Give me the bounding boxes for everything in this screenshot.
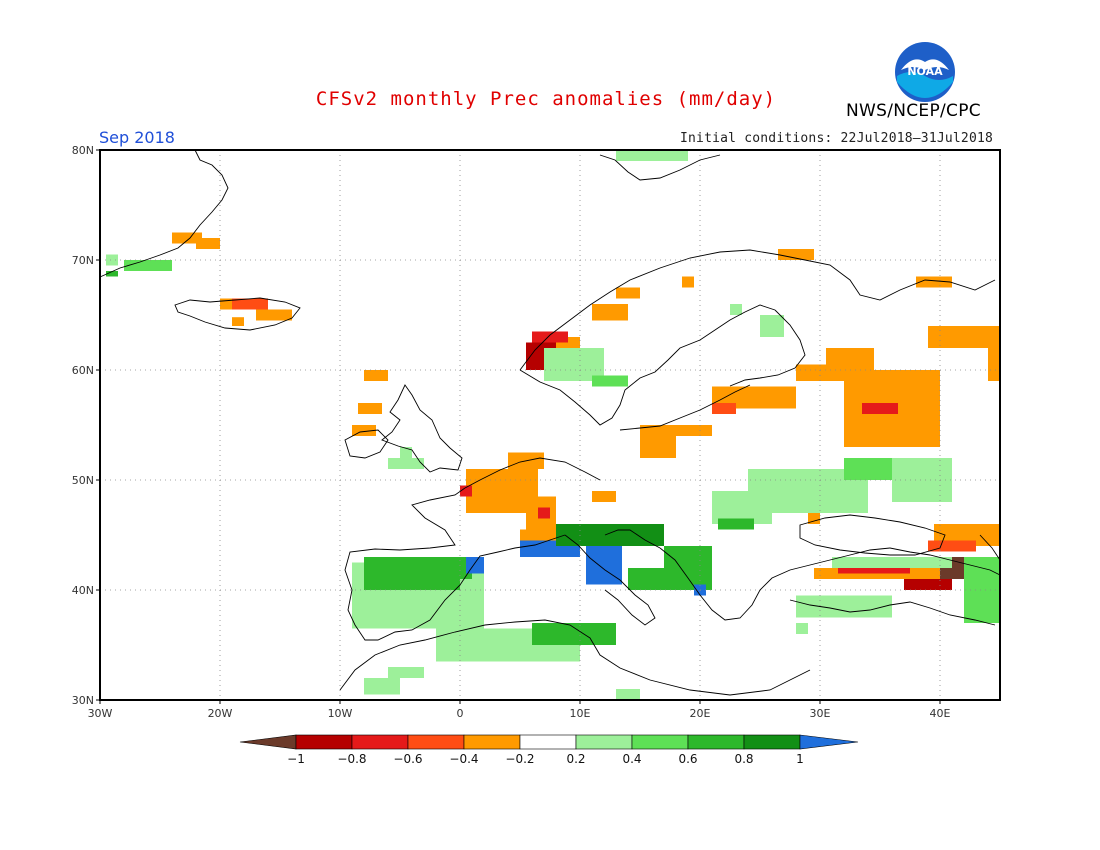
anomaly-cell [364, 370, 388, 381]
anomaly-cell [796, 595, 892, 618]
anomaly-cell [682, 276, 694, 288]
anomaly-cell [616, 150, 688, 161]
anomaly-cell [760, 315, 784, 337]
lat-tick-label: 80N [72, 144, 94, 157]
lon-tick-label: 10W [328, 707, 353, 720]
lon-tick-label: 40E [930, 707, 951, 720]
lat-tick-label: 50N [72, 474, 94, 487]
anomaly-cell [832, 557, 952, 568]
anomaly-cell [718, 518, 754, 530]
map-frame [99, 149, 1001, 701]
anomaly-cell [532, 623, 616, 645]
anomaly-cell [556, 524, 664, 546]
lon-tick-label: 30E [810, 707, 831, 720]
map-grid [100, 150, 1000, 700]
anomaly-cell [640, 436, 676, 458]
lat-tick-label: 30N [72, 694, 94, 707]
anomaly-cell [172, 232, 202, 244]
anomaly-cell [916, 276, 952, 288]
anomaly-cell [106, 254, 118, 266]
anomaly-cell [664, 546, 712, 590]
anomaly-cell [616, 287, 640, 299]
anomaly-cell [106, 271, 118, 277]
anomaly-cell [388, 458, 424, 469]
anomaly-cell [424, 557, 472, 579]
anomaly-cell [904, 579, 952, 590]
anomaly-cell [826, 348, 874, 381]
anomaly-cell [358, 403, 382, 414]
lon-tick-label: 20W [208, 707, 233, 720]
anomaly-cell [778, 249, 814, 260]
anomaly-cell [928, 540, 976, 552]
anomaly-cell [520, 529, 556, 541]
anomaly-cell [364, 678, 400, 695]
lat-tick-label: 60N [72, 364, 94, 377]
anomaly-cell [628, 568, 664, 590]
coastlines [99, 149, 1001, 696]
anomaly-cell [466, 557, 484, 574]
anomaly-cell [460, 485, 472, 497]
anomaly-cell [592, 375, 628, 387]
anomaly-cell [964, 557, 1000, 623]
anomaly-cell [730, 304, 742, 315]
anomaly-cell [640, 425, 712, 436]
anomaly-cell [532, 331, 568, 343]
lat-tick-label: 70N [72, 254, 94, 267]
agency-label: NWS/NCEP/CPC [846, 101, 981, 121]
anomaly-cells [106, 150, 1000, 700]
anomaly-cell [592, 304, 628, 321]
anomaly-cell [796, 623, 808, 634]
lon-tick-label: 30W [88, 707, 113, 720]
anomaly-cell [256, 309, 292, 321]
lon-tick-label: 0 [457, 707, 464, 720]
anomaly-cell [352, 425, 376, 436]
anomaly-cell [124, 260, 172, 271]
anomaly-cell [862, 403, 898, 414]
anomaly-cell [400, 447, 412, 458]
anomaly-cell [928, 326, 1000, 348]
lon-tick-label: 10E [570, 707, 591, 720]
anomaly-cell [616, 689, 640, 700]
anomaly-cell [232, 317, 244, 326]
anomaly-cell [844, 458, 904, 480]
logo-text: NOAA [907, 65, 943, 78]
anomaly-cell [988, 348, 1000, 381]
chart-title: CFSv2 monthly Prec anomalies (mm/day) [315, 88, 777, 110]
noaa-logo-icon: NOAA [893, 40, 957, 104]
lat-tick-label: 40N [72, 584, 94, 597]
anomaly-cell [232, 298, 268, 310]
lon-tick-label: 20E [690, 707, 711, 720]
anomaly-cell [538, 507, 550, 519]
initial-conditions: Initial conditions: 22Jul2018–31Jul2018 [680, 131, 994, 146]
anomaly-cell [196, 238, 220, 249]
anomaly-cell [388, 667, 424, 678]
forecast-period: Sep 2018 [99, 128, 175, 147]
anomaly-cell [712, 403, 736, 414]
anomaly-cell [592, 491, 616, 502]
anomaly-cell [892, 458, 952, 502]
